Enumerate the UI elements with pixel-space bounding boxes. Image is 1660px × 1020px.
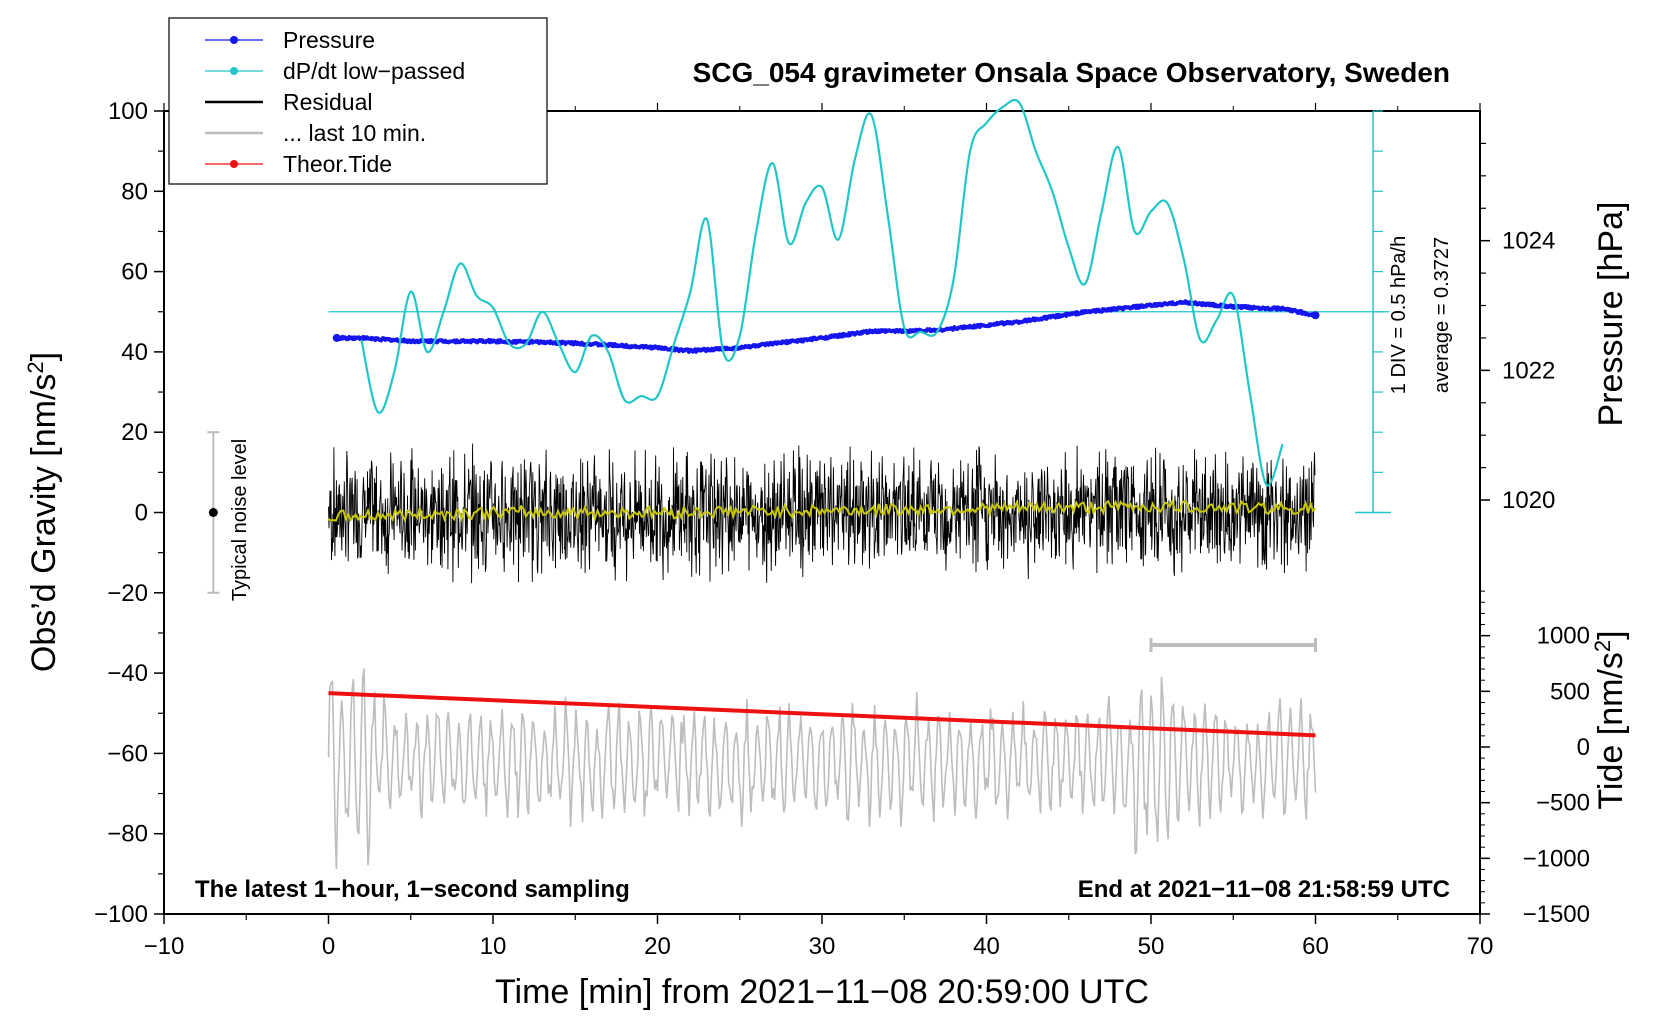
sampling-note: The latest 1−hour, 1−second sampling <box>195 876 630 903</box>
tide-tick-label: −1000 <box>1523 845 1590 872</box>
tide-tick-label: 1000 <box>1537 623 1590 650</box>
legend-label: Theor.Tide <box>283 151 392 177</box>
pressure-tick-label: 1020 <box>1502 487 1555 514</box>
pressure-axis-ticks: 1020 1022 1024 <box>1480 142 1555 514</box>
y-axis-label: Obs’d Gravity [nm/s2] <box>23 352 63 672</box>
dpdt-series-line <box>360 98 1284 487</box>
y-axis-ticks: −100 −80 −60 −40 −20 0 20 40 60 80 100 <box>94 98 164 928</box>
y-tick-label: 40 <box>121 339 148 366</box>
residual-series-line <box>328 443 1316 584</box>
legend-marker <box>230 67 238 75</box>
last-10-min-series-line <box>327 668 1317 870</box>
legend-label: Pressure <box>283 27 375 53</box>
dpdt-scale-label: 1 DIV = 0.5 hPa/h <box>1388 236 1410 394</box>
y-tick-label: −80 <box>107 821 148 848</box>
dpdt-scale-axis <box>328 110 1392 514</box>
y-tick-label: 80 <box>121 178 148 205</box>
tide-axis-ticks: −1500 −1000 −500 0 500 1000 <box>1480 590 1590 928</box>
pressure-series-line <box>335 299 1318 354</box>
x-axis-ticks: −10 0 10 20 30 40 50 60 70 <box>144 103 1494 960</box>
y-tick-label: −40 <box>107 660 148 687</box>
series-layer <box>207 98 1320 870</box>
pressure-tick-label: 1022 <box>1502 357 1555 384</box>
legend-marker <box>230 160 238 168</box>
chart-title: SCG_054 gravimeter Onsala Space Observat… <box>693 57 1450 88</box>
x-tick-label: 10 <box>480 933 507 960</box>
y-tick-label: 20 <box>121 419 148 446</box>
pressure-end-point <box>1311 311 1320 320</box>
pressure-tick-label: 1024 <box>1502 228 1555 255</box>
y-tick-label: 100 <box>108 98 148 125</box>
tide-axis-label: Tide [nm/s2] <box>1590 630 1630 809</box>
x-tick-label: 40 <box>973 933 1000 960</box>
tide-tick-label: 500 <box>1550 678 1590 705</box>
legend-label: Residual <box>283 89 373 115</box>
end-time-note: End at 2021−11−08 21:58:59 UTC <box>1078 876 1450 903</box>
x-tick-label: 0 <box>322 933 335 960</box>
x-tick-label: 50 <box>1138 933 1165 960</box>
x-tick-label: 70 <box>1467 933 1494 960</box>
x-tick-label: 60 <box>1302 933 1329 960</box>
y-tick-label: −100 <box>94 901 148 928</box>
legend-marker <box>230 36 238 44</box>
theor-tide-series-line <box>328 691 1316 738</box>
y-tick-label: 60 <box>121 259 148 286</box>
x-tick-label: 30 <box>809 933 836 960</box>
legend-label: ... last 10 min. <box>283 120 426 146</box>
x-axis-label: Time [min] from 2021−11−08 20:59:00 UTC <box>495 973 1149 1011</box>
residual-smoothed-line <box>327 498 1317 523</box>
x-tick-label: 20 <box>644 933 671 960</box>
y-tick-label: 0 <box>135 500 148 527</box>
tide-tick-label: −500 <box>1536 790 1590 817</box>
y-tick-label: −60 <box>107 740 148 767</box>
y-tick-label: −20 <box>107 580 148 607</box>
x-tick-label: −10 <box>144 933 185 960</box>
dpdt-average-label: average = 0.3727 <box>1431 237 1453 393</box>
pressure-start-point <box>332 333 341 342</box>
legend: Pressure dP/dt low−passed Residual ... last… <box>168 17 548 185</box>
noise-bar-center <box>208 508 218 517</box>
noise-level-label: Typical noise level <box>229 439 251 601</box>
legend-label: dP/dt low−passed <box>283 58 465 84</box>
tide-tick-label: −1500 <box>1523 901 1590 928</box>
pressure-axis-label: Pressure [hPa] <box>1592 202 1630 427</box>
tide-tick-label: 0 <box>1577 734 1590 761</box>
